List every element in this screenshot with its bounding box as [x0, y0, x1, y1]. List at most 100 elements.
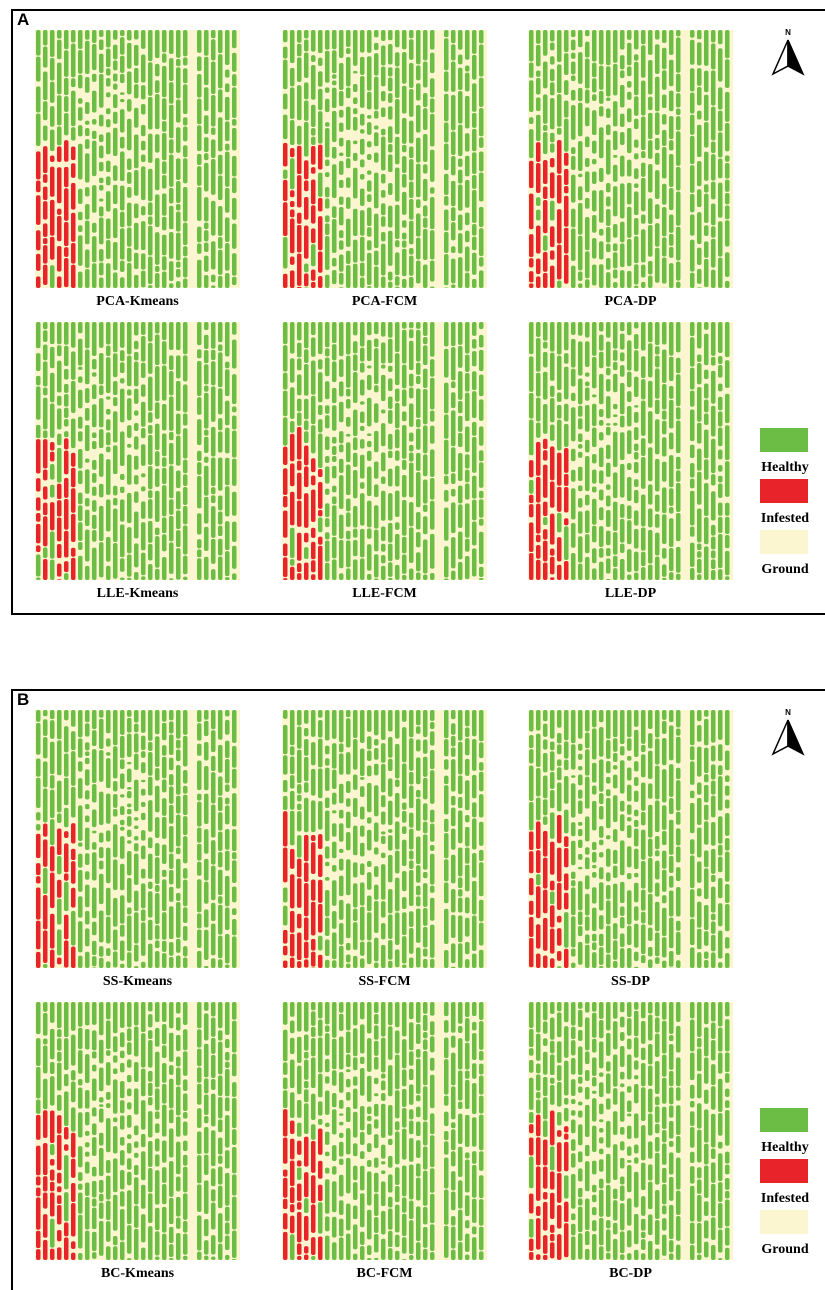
- healthy-patch: [402, 912, 407, 935]
- healthy-patch: [423, 1039, 428, 1049]
- healthy-patch: [578, 433, 583, 442]
- healthy-patch: [388, 339, 393, 363]
- healthy-patch: [346, 1107, 351, 1122]
- healthy-patch: [106, 1103, 111, 1108]
- healthy-patch: [451, 44, 456, 60]
- healthy-patch: [704, 30, 709, 66]
- infested-patch: [304, 493, 309, 528]
- healthy-patch: [113, 1055, 118, 1062]
- healthy-patch: [232, 128, 237, 151]
- healthy-patch: [127, 809, 132, 814]
- healthy-patch: [430, 411, 435, 422]
- healthy-patch: [339, 255, 344, 272]
- healthy-patch: [148, 30, 153, 61]
- healthy-patch: [304, 757, 309, 781]
- healthy-patch: [141, 762, 146, 773]
- healthy-patch: [141, 802, 146, 807]
- healthy-patch: [176, 262, 181, 268]
- healthy-patch: [571, 105, 576, 140]
- healthy-patch: [585, 1002, 590, 1013]
- healthy-patch: [564, 526, 569, 560]
- infested-patch: [543, 160, 548, 184]
- healthy-patch: [627, 1086, 632, 1093]
- healthy-patch: [676, 960, 681, 968]
- healthy-patch: [676, 1057, 681, 1086]
- infested-patch: [304, 942, 309, 959]
- healthy-patch: [78, 1184, 83, 1190]
- healthy-patch: [711, 710, 716, 743]
- healthy-patch: [571, 1139, 576, 1151]
- healthy-patch: [543, 799, 548, 815]
- healthy-patch: [416, 472, 421, 507]
- healthy-patch: [353, 922, 358, 950]
- healthy-patch: [325, 99, 330, 112]
- legend-label: Ground: [761, 562, 808, 577]
- healthy-patch: [416, 322, 421, 329]
- healthy-patch: [479, 426, 484, 445]
- healthy-patch: [204, 153, 209, 160]
- healthy-patch: [662, 1235, 667, 1256]
- healthy-patch: [204, 930, 209, 960]
- healthy-patch: [472, 476, 477, 499]
- healthy-patch: [92, 842, 97, 850]
- healthy-patch: [78, 376, 83, 383]
- healthy-patch: [676, 167, 681, 191]
- healthy-patch: [64, 96, 69, 112]
- healthy-patch: [416, 164, 421, 198]
- healthy-patch: [36, 386, 41, 419]
- healthy-patch: [162, 133, 167, 160]
- healthy-patch: [676, 37, 681, 72]
- healthy-patch: [402, 1259, 407, 1260]
- healthy-patch: [529, 1112, 534, 1123]
- healthy-patch: [451, 131, 456, 155]
- healthy-patch: [367, 1245, 372, 1255]
- healthy-patch: [627, 1002, 632, 1017]
- healthy-patch: [627, 825, 632, 838]
- healthy-patch: [648, 959, 653, 968]
- healthy-patch: [325, 1059, 330, 1072]
- healthy-patch: [451, 537, 456, 568]
- healthy-patch: [176, 1035, 181, 1051]
- healthy-patch: [99, 719, 104, 749]
- healthy-patch: [64, 710, 69, 720]
- healthy-patch: [550, 741, 555, 750]
- healthy-patch: [148, 499, 153, 519]
- healthy-patch: [543, 1120, 548, 1137]
- healthy-patch: [92, 922, 97, 936]
- healthy-patch: [388, 154, 393, 172]
- healthy-patch: [655, 1124, 660, 1134]
- healthy-patch: [225, 1173, 230, 1206]
- healthy-patch: [669, 488, 674, 506]
- healthy-patch: [409, 30, 414, 38]
- infested-patch: [283, 930, 288, 944]
- healthy-patch: [606, 1098, 611, 1109]
- healthy-patch: [162, 912, 167, 940]
- healthy-patch: [218, 1042, 223, 1075]
- healthy-patch: [416, 363, 421, 375]
- healthy-patch: [204, 527, 209, 551]
- healthy-patch: [36, 322, 41, 348]
- infested-patch: [36, 921, 41, 950]
- healthy-patch: [106, 1201, 111, 1221]
- healthy-patch: [578, 774, 583, 785]
- healthy-patch: [99, 134, 104, 142]
- healthy-patch: [402, 174, 407, 188]
- infested-patch: [529, 1252, 534, 1260]
- healthy-patch: [641, 265, 646, 278]
- healthy-patch: [669, 322, 674, 356]
- healthy-patch: [725, 800, 730, 809]
- healthy-patch: [451, 1086, 456, 1119]
- healthy-patch: [169, 887, 174, 902]
- healthy-patch: [211, 1018, 216, 1037]
- healthy-patch: [402, 1069, 407, 1086]
- healthy-patch: [134, 1088, 139, 1114]
- healthy-patch: [374, 125, 379, 129]
- healthy-patch: [85, 1142, 90, 1147]
- healthy-patch: [388, 1139, 393, 1145]
- healthy-patch: [388, 366, 393, 372]
- healthy-patch: [725, 551, 730, 575]
- healthy-patch: [543, 724, 548, 737]
- healthy-patch: [430, 770, 435, 804]
- healthy-patch: [360, 1232, 365, 1245]
- healthy-patch: [725, 503, 730, 516]
